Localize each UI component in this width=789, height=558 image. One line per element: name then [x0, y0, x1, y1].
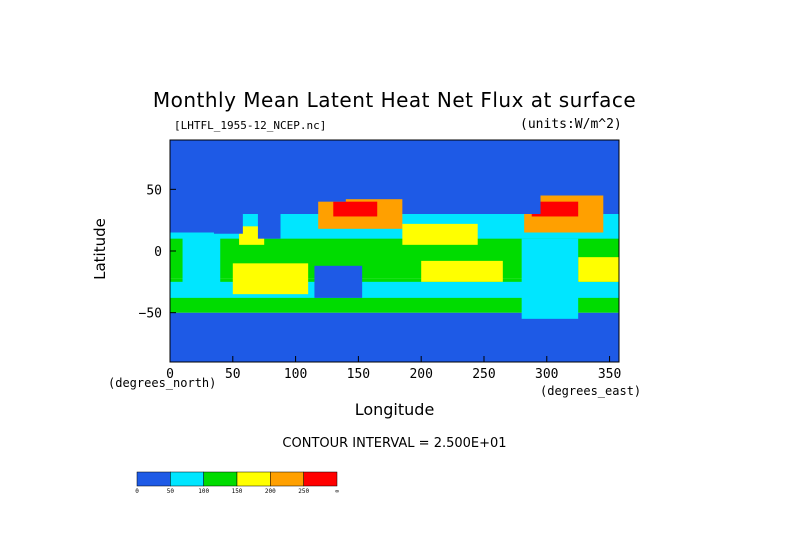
- contour-interval-text: CONTOUR INTERVAL = 2.500E+01: [282, 436, 507, 451]
- heatmap-region-north-pacific-trades: [402, 223, 478, 245]
- colorbar-label: 0: [135, 488, 139, 495]
- heatmap-region-land-south-america: [521, 238, 579, 319]
- x-axis: 0 50 100 150 200 250 300 350: [166, 356, 621, 382]
- y-tick-label: 0: [154, 245, 162, 260]
- x-tick-label: 100: [284, 367, 307, 382]
- colorbar-label: 50: [167, 488, 175, 495]
- colorbar-label: 200: [265, 488, 276, 495]
- x-tick-label: 300: [535, 367, 558, 382]
- heatmap-region-land-arabia: [213, 214, 243, 234]
- x-tick-label: 50: [225, 367, 241, 382]
- heatmap-region-land-antarctica: [170, 334, 619, 362]
- y-tick-label: 50: [146, 183, 162, 198]
- colorbar-label: 100: [198, 488, 209, 495]
- y-axis-units: (degrees_north): [108, 376, 217, 390]
- plot-area: [170, 140, 619, 362]
- heatmap-region-kuroshio-core: [333, 201, 378, 217]
- chart-title: Monthly Mean Latent Heat Net Flux at sur…: [152, 88, 637, 112]
- colorbar: 0 50 100 150 200 250 ∞: [135, 471, 339, 495]
- colorbar-label: 150: [232, 488, 243, 495]
- x-tick-label: 150: [347, 367, 370, 382]
- colorbar-swatch: [136, 471, 171, 487]
- x-tick-label: 200: [409, 367, 432, 382]
- colorbar-swatch: [303, 471, 338, 487]
- heatmap-region-land-australia: [314, 265, 363, 298]
- x-tick-label: 350: [598, 367, 621, 382]
- heatmap-region-land-india: [257, 214, 281, 239]
- heatmap-region-land-greenland: [546, 149, 598, 177]
- colorbar-swatch: [170, 471, 204, 487]
- heatmap-region-land-africa: [182, 232, 221, 295]
- x-tick-label: 250: [472, 367, 495, 382]
- colorbar-label: ∞: [335, 488, 339, 495]
- colorbar-swatch: [203, 471, 238, 487]
- colorbar-label: 250: [298, 488, 309, 495]
- dataset-label: [LHTFL_1955-12_NCEP.nc]: [174, 119, 327, 132]
- colorbar-swatch: [236, 471, 271, 487]
- heatmap-region-gulf-stream-core: [531, 201, 579, 217]
- y-tick-label: −50: [139, 307, 162, 322]
- heatmap-region-south-pacific-trades: [421, 260, 503, 282]
- x-tick-label: 0: [166, 367, 174, 382]
- heatmap-region-south-atlantic-trades: [578, 257, 619, 282]
- colorbar-swatch: [270, 471, 304, 487]
- x-axis-label: Longitude: [354, 400, 435, 419]
- x-axis-units: (degrees_east): [540, 384, 642, 398]
- heatmap-region-indian-ocean-south: [232, 263, 309, 295]
- heatmap-region-land-eurasia: [170, 158, 346, 202]
- units-label: (units:W/m^2): [520, 117, 622, 132]
- heatmap-region-land-north-america: [414, 162, 541, 214]
- y-axis: −50 0 50: [139, 183, 176, 322]
